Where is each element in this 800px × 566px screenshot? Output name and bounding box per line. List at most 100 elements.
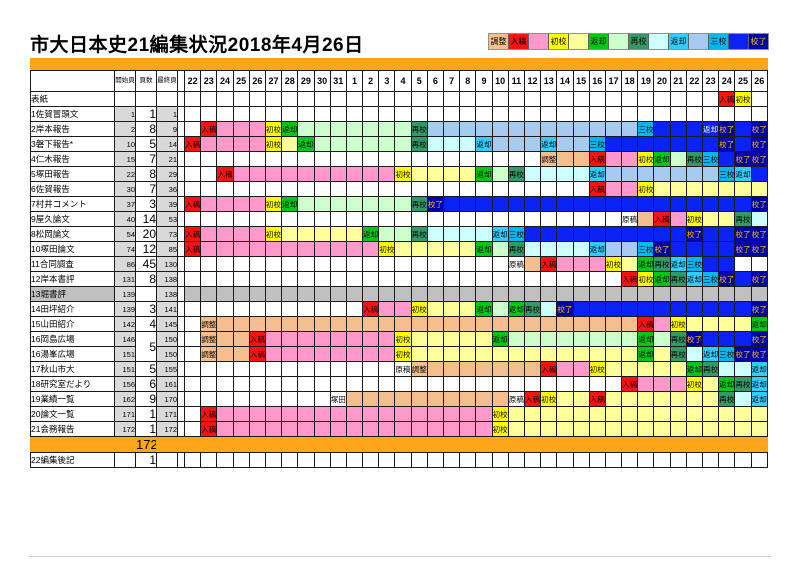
- grid-cell[interactable]: [475, 151, 493, 167]
- grid-cell[interactable]: [572, 226, 590, 242]
- grid-cell[interactable]: [621, 226, 639, 242]
- grid-cell[interactable]: [734, 331, 752, 347]
- date-header-cell-0[interactable]: 22: [183, 70, 202, 92]
- date-header-cell-6[interactable]: 28: [281, 70, 299, 92]
- grid-cell[interactable]: [426, 346, 445, 362]
- grid-cell[interactable]: [653, 226, 671, 242]
- grid-cell[interactable]: [216, 286, 234, 302]
- grid-cell[interactable]: [410, 151, 428, 167]
- grid-cell[interactable]: [313, 361, 331, 377]
- grid-cell[interactable]: [232, 376, 250, 392]
- grid-cell[interactable]: [183, 271, 202, 287]
- grid-cell[interactable]: [378, 151, 396, 167]
- grid-cell[interactable]: [394, 256, 412, 272]
- grid-cell[interactable]: [345, 361, 364, 377]
- end-page-cell[interactable]: 85: [156, 241, 178, 257]
- grid-cell[interactable]: [281, 226, 299, 242]
- grid-cell[interactable]: [232, 301, 250, 317]
- grid-cell[interactable]: [734, 286, 752, 302]
- grid-cell[interactable]: [604, 121, 623, 137]
- grid-cell[interactable]: [556, 316, 574, 332]
- start-page-cell[interactable]: 171: [114, 406, 136, 422]
- grid-cell[interactable]: [200, 286, 218, 302]
- grid-cell[interactable]: [362, 421, 380, 437]
- grid-cell[interactable]: [685, 91, 704, 107]
- grid-cell[interactable]: [523, 316, 542, 332]
- grid-cell[interactable]: [297, 91, 315, 107]
- grid-cell[interactable]: [750, 181, 769, 197]
- grid-cell[interactable]: [540, 91, 558, 107]
- grid-cell[interactable]: [426, 256, 445, 272]
- grid-cell[interactable]: [734, 421, 752, 437]
- page-count-cell[interactable]: 5: [135, 136, 157, 152]
- grid-cell[interactable]: [216, 151, 234, 167]
- grid-cell[interactable]: [750, 166, 769, 182]
- grid-cell[interactable]: [200, 241, 218, 257]
- grid-cell[interactable]: [313, 316, 331, 332]
- grid-cell[interactable]: [313, 121, 331, 137]
- row-name-cell[interactable]: 15山田紹介: [30, 316, 115, 332]
- grid-cell[interactable]: 初校: [394, 346, 412, 362]
- grid-cell[interactable]: [200, 361, 218, 377]
- grid-cell[interactable]: [426, 121, 445, 137]
- grid-cell[interactable]: [572, 391, 590, 407]
- grid-cell[interactable]: [313, 331, 331, 347]
- page-count-cell[interactable]: 3: [135, 301, 157, 317]
- grid-cell[interactable]: [523, 166, 542, 182]
- grid-cell[interactable]: [378, 421, 396, 437]
- grid-cell[interactable]: [232, 452, 250, 468]
- grid-cell[interactable]: [313, 226, 331, 242]
- row-name-cell[interactable]: 11合同調査: [30, 256, 115, 272]
- grid-cell[interactable]: [734, 121, 752, 137]
- grid-cell[interactable]: [442, 376, 461, 392]
- grid-cell[interactable]: [345, 376, 364, 392]
- grid-cell[interactable]: [232, 226, 250, 242]
- grid-cell[interactable]: [588, 376, 606, 392]
- grid-cell[interactable]: [442, 196, 461, 212]
- row-name-cell[interactable]: 10塚田論文: [30, 241, 115, 257]
- grid-cell[interactable]: [345, 452, 364, 468]
- grid-cell[interactable]: [297, 196, 315, 212]
- start-page-cell[interactable]: 40: [114, 211, 136, 227]
- grid-cell[interactable]: 校了: [718, 271, 736, 287]
- grid-cell[interactable]: [653, 316, 671, 332]
- grid-cell[interactable]: [378, 452, 396, 468]
- grid-cell[interactable]: [264, 181, 283, 197]
- grid-cell[interactable]: [621, 181, 639, 197]
- grid-cell[interactable]: [621, 106, 639, 122]
- grid-cell[interactable]: [264, 316, 283, 332]
- end-page-cell[interactable]: 14: [156, 136, 178, 152]
- grid-cell[interactable]: [685, 286, 704, 302]
- grid-cell[interactable]: [362, 391, 380, 407]
- grid-cell[interactable]: [183, 391, 202, 407]
- grid-cell[interactable]: 調整: [200, 316, 218, 332]
- grid-cell[interactable]: [572, 331, 590, 347]
- date-header-cell-5[interactable]: 27: [264, 70, 283, 92]
- grid-cell[interactable]: 三校: [701, 151, 720, 167]
- grid-cell[interactable]: [653, 406, 671, 422]
- grid-cell[interactable]: [475, 226, 493, 242]
- grid-cell[interactable]: [297, 316, 315, 332]
- grid-cell[interactable]: [394, 121, 412, 137]
- grid-cell[interactable]: [362, 241, 380, 257]
- grid-cell[interactable]: [426, 226, 445, 242]
- grid-cell[interactable]: [572, 91, 590, 107]
- grid-cell[interactable]: 返却: [281, 196, 299, 212]
- grid-cell[interactable]: 校了: [750, 331, 769, 347]
- grid-cell[interactable]: [734, 106, 752, 122]
- grid-cell[interactable]: [588, 316, 606, 332]
- grid-cell[interactable]: [701, 241, 720, 257]
- grid-cell[interactable]: [426, 301, 445, 317]
- grid-cell[interactable]: [523, 106, 542, 122]
- date-header-cell-1[interactable]: 23: [200, 70, 218, 92]
- grid-cell[interactable]: 三校: [637, 121, 655, 137]
- grid-cell[interactable]: [329, 316, 347, 332]
- grid-cell[interactable]: [507, 316, 525, 332]
- grid-cell[interactable]: [183, 421, 202, 437]
- grid-cell[interactable]: [540, 406, 558, 422]
- date-header-cell-10[interactable]: 1: [345, 70, 364, 92]
- grid-cell[interactable]: 返却: [653, 151, 671, 167]
- grid-cell[interactable]: 校了: [685, 226, 704, 242]
- grid-cell[interactable]: [313, 376, 331, 392]
- grid-cell[interactable]: [313, 406, 331, 422]
